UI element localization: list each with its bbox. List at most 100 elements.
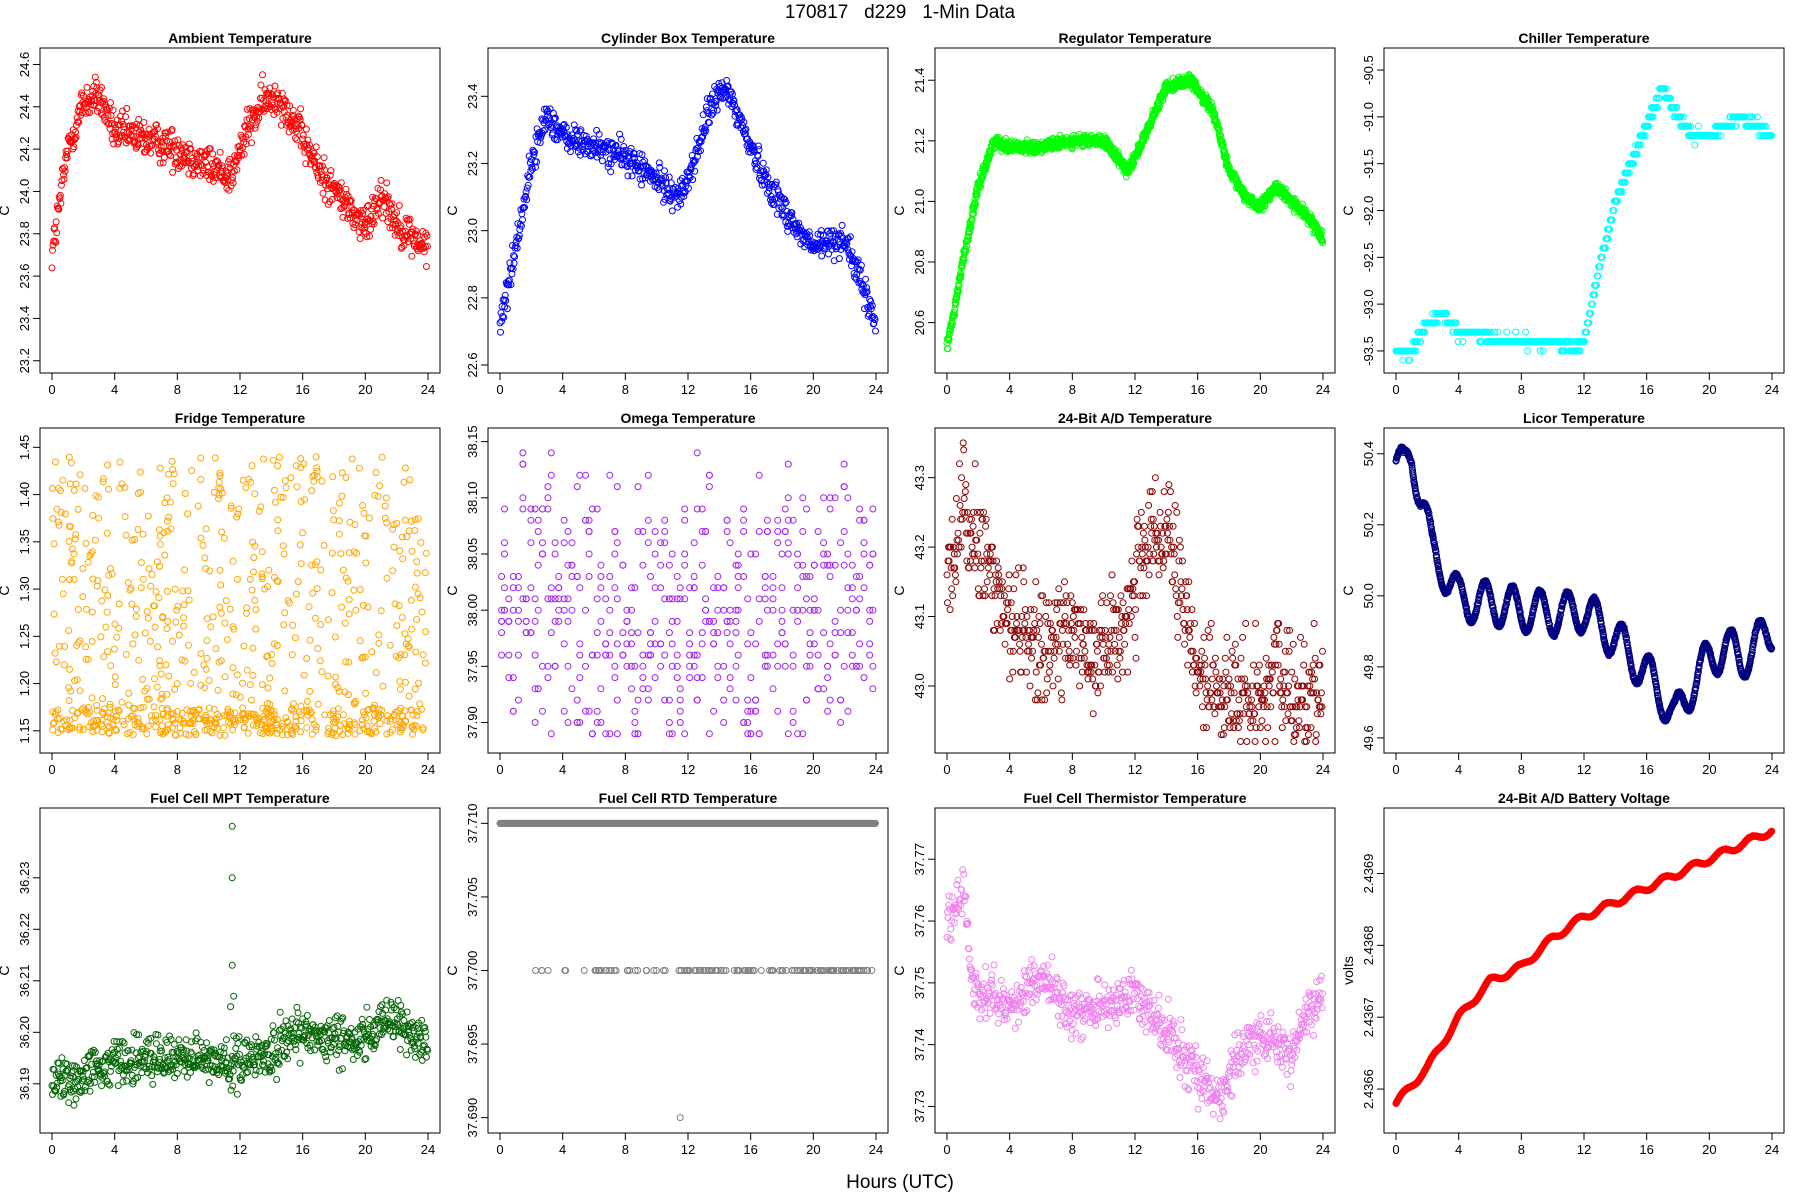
x-tick-label: 4 — [559, 382, 566, 397]
data-point — [505, 617, 513, 625]
data-point — [279, 114, 287, 122]
data-point — [681, 516, 689, 524]
data-point — [187, 680, 195, 687]
data-point — [161, 551, 169, 559]
x-tick-label: 16 — [743, 762, 757, 777]
data-point — [681, 550, 689, 558]
data-point — [129, 640, 137, 648]
data-point — [699, 133, 707, 141]
x-tick-label: 0 — [943, 382, 950, 397]
data-point — [60, 175, 68, 183]
data-point — [754, 152, 762, 160]
data-points — [498, 449, 877, 738]
data-point — [818, 252, 826, 260]
data-point — [60, 171, 67, 179]
data-point — [673, 573, 681, 580]
data-point — [617, 135, 625, 143]
data-point — [86, 109, 94, 117]
data-point — [356, 464, 363, 472]
data-point — [396, 678, 404, 685]
data-point — [585, 707, 593, 715]
data-point — [248, 139, 255, 147]
data-point — [239, 679, 246, 687]
data-point — [337, 179, 345, 187]
data-point — [1512, 328, 1520, 336]
y-axis-label: C — [444, 205, 460, 215]
data-point — [693, 449, 701, 457]
data-point — [48, 264, 56, 272]
data-point — [538, 115, 546, 123]
data-point — [51, 458, 59, 466]
data-point — [103, 118, 111, 126]
data-point — [185, 641, 192, 649]
data-point — [126, 586, 134, 594]
data-point — [770, 200, 778, 208]
data-point — [393, 622, 401, 630]
data-point — [548, 121, 556, 129]
data-point — [272, 498, 279, 506]
data-point — [681, 595, 689, 603]
data-point — [576, 584, 584, 592]
data-point — [1524, 347, 1532, 355]
data-point — [168, 457, 176, 465]
data-point — [838, 221, 846, 229]
data-point — [597, 561, 605, 569]
data-point — [306, 687, 314, 695]
x-tick-label: 4 — [559, 762, 566, 777]
data-point — [352, 606, 360, 614]
data-point — [216, 148, 224, 156]
data-point — [387, 205, 395, 213]
data-point — [619, 561, 627, 569]
data-points — [943, 71, 1327, 353]
data-point — [370, 717, 378, 725]
data-point — [154, 125, 161, 133]
plot-frame — [487, 47, 889, 374]
data-point — [501, 505, 508, 513]
y-tick-label: -93.0 — [1361, 289, 1376, 319]
data-point — [611, 550, 619, 558]
data-point — [346, 518, 354, 526]
data-point — [639, 674, 647, 682]
data-point — [248, 696, 255, 704]
data-point — [186, 145, 194, 153]
x-tick-label: 16 — [1639, 382, 1653, 397]
data-point — [510, 252, 518, 260]
data-point — [251, 596, 259, 604]
data-point — [422, 549, 430, 557]
data-point — [559, 125, 567, 133]
data-point — [172, 618, 180, 626]
data-point — [498, 617, 506, 625]
data-point — [206, 176, 214, 184]
data-point — [612, 141, 620, 149]
data-point — [324, 616, 332, 624]
data-point — [160, 529, 168, 537]
data-point — [217, 609, 225, 617]
y-tick-label: 37.90 — [465, 706, 480, 739]
data-point — [115, 600, 123, 608]
data-point — [560, 539, 568, 547]
data-point — [297, 105, 305, 113]
data-point — [687, 165, 695, 173]
data-point — [281, 96, 289, 104]
data-point — [139, 130, 147, 138]
data-point — [152, 121, 160, 129]
data-point — [155, 526, 163, 534]
data-point — [690, 539, 698, 547]
data-point — [598, 157, 606, 165]
data-point — [652, 169, 660, 177]
data-point — [376, 720, 384, 728]
data-point — [401, 464, 409, 472]
data-point — [53, 505, 61, 513]
data-point — [396, 685, 404, 693]
data-point — [342, 185, 350, 193]
x-tick-label: 12 — [233, 762, 247, 777]
data-point — [560, 640, 568, 648]
x-tick-label: 8 — [174, 382, 181, 397]
data-point — [202, 525, 210, 533]
data-point — [136, 468, 144, 476]
data-point — [87, 101, 95, 109]
data-point — [328, 549, 336, 557]
data-point — [777, 203, 785, 211]
data-point — [165, 513, 173, 521]
data-point — [605, 160, 613, 168]
